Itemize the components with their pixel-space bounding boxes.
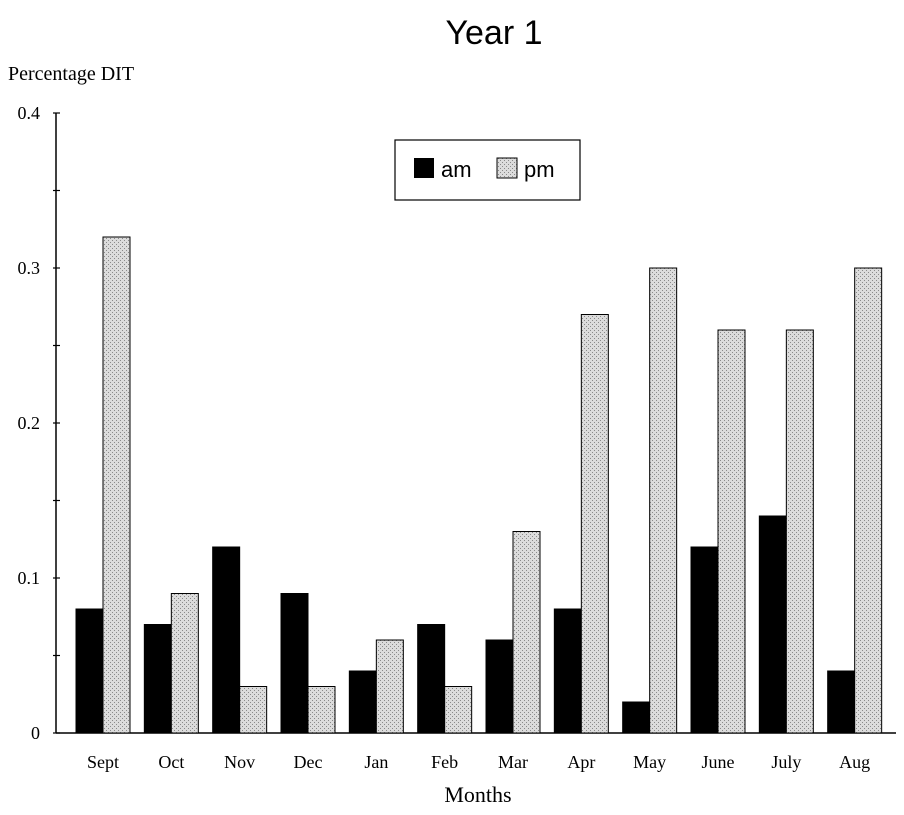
- bar-pm-aug: [854, 267, 883, 734]
- x-tick-label: Oct: [158, 752, 184, 772]
- x-tick-label: Sept: [87, 752, 119, 772]
- legend-label-pm: pm: [524, 157, 555, 182]
- bar-pm-may: [649, 267, 678, 734]
- bar-pm-feb: [444, 686, 473, 734]
- bar-am-dec: [280, 593, 309, 734]
- bar-pm-apr: [580, 314, 609, 734]
- bar-pm-oct: [170, 593, 199, 734]
- x-axis-label: Months: [444, 782, 511, 807]
- y-tick-label: 0.1: [18, 568, 41, 588]
- x-tick-label: Dec: [294, 752, 323, 772]
- x-tick-label: June: [702, 752, 735, 772]
- bar-am-june: [690, 546, 719, 734]
- bar-am-feb: [417, 624, 446, 734]
- bar-am-may: [622, 701, 651, 734]
- x-tick-labels: Sept Oct Nov Dec Jan Feb Mar Apr May June July Aug: [87, 752, 870, 772]
- y-tick-label: 0: [31, 723, 40, 743]
- legend-swatch-am: [414, 158, 434, 178]
- bar-pm-sept: [102, 236, 131, 734]
- bar-pm-dec: [307, 686, 336, 734]
- x-tick-label: Aug: [839, 752, 870, 772]
- bar-pm-jan: [375, 639, 404, 734]
- legend-label-am: am: [441, 157, 472, 182]
- y-axis-ticks: 0 0.1 0.2 0.3 0.4: [18, 103, 60, 743]
- x-tick-label: Apr: [567, 752, 595, 772]
- bar-pm-mar: [512, 531, 541, 734]
- y-tick-label: 0.2: [18, 413, 41, 433]
- bar-am-july: [758, 515, 787, 734]
- bar-am-oct: [143, 624, 172, 734]
- bar-am-nov: [212, 546, 241, 734]
- legend-swatch-pm: [496, 157, 518, 179]
- bar-am-mar: [485, 639, 514, 734]
- bar-pm-nov: [239, 686, 268, 734]
- x-tick-label: Nov: [224, 752, 255, 772]
- bar-pm-june: [717, 329, 746, 734]
- x-tick-label: July: [771, 752, 801, 772]
- y-tick-label: 0.4: [18, 103, 41, 123]
- bars-group: [75, 236, 883, 734]
- x-tick-label: Feb: [431, 752, 458, 772]
- bar-am-apr: [553, 608, 582, 734]
- y-tick-label: 0.3: [18, 258, 41, 278]
- bar-pm-july: [785, 329, 814, 734]
- bar-am-sept: [75, 608, 104, 734]
- y-axis-label: Percentage DIT: [8, 63, 134, 85]
- bar-am-aug: [827, 670, 856, 734]
- x-tick-label: Mar: [498, 752, 528, 772]
- x-tick-label: Jan: [364, 752, 388, 772]
- chart-title: Year 1: [445, 14, 542, 52]
- x-tick-label: May: [633, 752, 666, 772]
- legend: am pm: [394, 139, 581, 201]
- bar-am-jan: [348, 670, 377, 734]
